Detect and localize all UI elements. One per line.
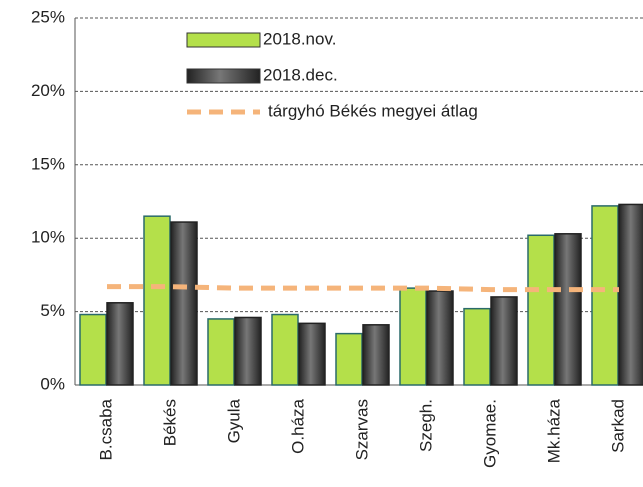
x-tick-label: O.háza <box>288 398 307 453</box>
bar <box>554 233 582 386</box>
bar <box>79 313 107 386</box>
bar <box>335 332 363 386</box>
bar <box>426 290 454 386</box>
y-tick-label: 10% <box>31 228 65 247</box>
x-tick-label: B.csaba <box>96 398 115 460</box>
x-tick-label: Szarvas <box>352 399 371 460</box>
legend-label: tárgyhó Békés megyei átlag <box>268 101 478 120</box>
bar <box>170 221 198 386</box>
x-tick-label: Mk.háza <box>544 398 563 463</box>
legend-swatch <box>186 32 261 48</box>
y-tick-label: 15% <box>31 154 65 173</box>
x-tick-label: Szegh. <box>416 399 435 452</box>
x-tick-label: Sarkad <box>608 399 627 453</box>
bar <box>207 318 235 386</box>
bar <box>527 234 555 386</box>
x-tick-label: Békés <box>160 399 179 446</box>
average-line <box>107 284 619 293</box>
bar <box>618 203 643 386</box>
y-tick-label: 0% <box>40 374 65 393</box>
legend-label: 2018.nov. <box>263 29 336 48</box>
bar <box>298 322 326 386</box>
y-tick-label: 5% <box>40 301 65 320</box>
y-tick-label: 25% <box>31 7 65 26</box>
bar <box>271 313 299 386</box>
legend-swatch <box>186 68 261 84</box>
bar <box>106 302 134 386</box>
x-tick-label: Gyomae. <box>480 399 499 468</box>
bar <box>143 215 171 386</box>
bar <box>591 205 619 386</box>
bar <box>399 287 427 386</box>
bar <box>362 324 390 386</box>
y-tick-label: 20% <box>31 81 65 100</box>
legend-label: 2018.dec. <box>263 65 338 84</box>
bar <box>463 307 491 386</box>
x-tick-label: Gyula <box>224 398 243 443</box>
bar <box>490 296 518 386</box>
bar <box>234 316 262 386</box>
